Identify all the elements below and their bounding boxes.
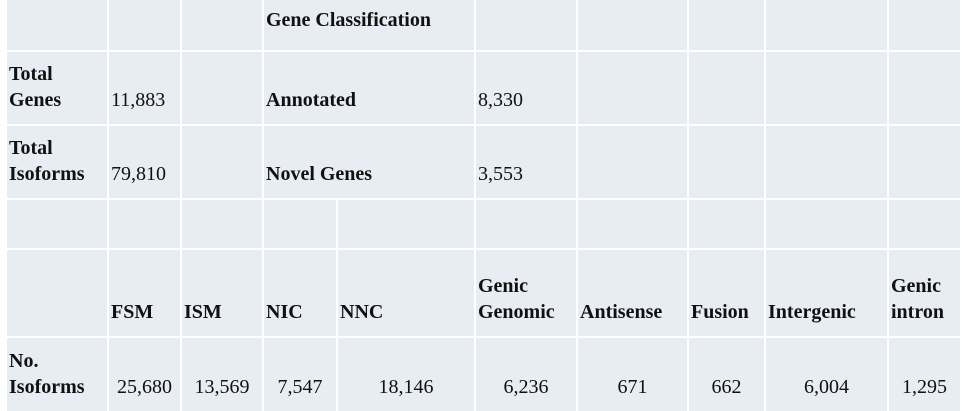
table-cell: [889, 126, 960, 198]
table-cell: [578, 126, 687, 198]
row-label: Total Isoforms: [7, 126, 107, 198]
column-header: Genic Genomic: [476, 250, 576, 336]
row-label: No. Isoforms: [7, 338, 107, 411]
isoform-count: 7,547: [264, 338, 336, 411]
cell-text: 3,553: [478, 163, 523, 185]
table-cell: [689, 0, 764, 50]
cell-text: 1,295: [902, 376, 947, 398]
cell-text: NIC: [266, 301, 303, 323]
table-cell: [7, 200, 107, 248]
table-cell: [109, 200, 180, 248]
table-cell: [689, 126, 764, 198]
cell-text: 79,810: [111, 163, 166, 185]
table-cell: [766, 52, 887, 124]
table-cell: [182, 52, 262, 124]
table-cell: [689, 200, 764, 248]
cell-text: 671: [617, 376, 648, 398]
table-cell: [338, 200, 474, 248]
cell-text: 6,004: [804, 376, 849, 398]
table-cell: [889, 0, 960, 50]
table-cell: [264, 200, 336, 248]
table-cell: [578, 0, 687, 50]
table-cell: [182, 0, 262, 50]
table-cell: [182, 126, 262, 198]
isoform-count: 662: [689, 338, 764, 411]
cell-text: Isoforms: [9, 163, 85, 185]
table-cell: [7, 0, 107, 50]
isoform-count: 13,569: [182, 338, 262, 411]
cell-text: 6,236: [503, 376, 549, 398]
table-cell: [7, 250, 107, 336]
table-cell: [766, 200, 887, 248]
cell-text: intron: [891, 301, 944, 323]
class-value: 8,330: [476, 52, 576, 124]
cell-text: 7,547: [277, 376, 323, 398]
cell-text: 662: [711, 376, 742, 398]
cell-text: No.: [9, 350, 39, 372]
cell-text: Total: [9, 63, 53, 85]
table-cell: [689, 52, 764, 124]
row-label: Total Genes: [7, 52, 107, 124]
column-header: NIC: [264, 250, 336, 336]
isoform-count: 6,004: [766, 338, 887, 411]
column-header: ISM: [182, 250, 262, 336]
table-cell: [578, 52, 687, 124]
column-header: Genic intron: [889, 250, 960, 336]
cell-text: 8,330: [478, 89, 523, 111]
cell-text: Genic: [478, 275, 528, 297]
row-value: 11,883: [109, 52, 180, 124]
cell-text: Genes: [9, 89, 62, 111]
table-cell: [109, 0, 180, 50]
table-cell: [182, 200, 262, 248]
table-cell: [476, 0, 576, 50]
cell-text: FSM: [111, 301, 154, 323]
cell-text: ISM: [184, 301, 222, 323]
table-cell: [766, 126, 887, 198]
cell-text: 11,883: [111, 89, 166, 111]
class-value: 3,553: [476, 126, 576, 198]
column-header: Fusion: [689, 250, 764, 336]
cell-text: NNC: [340, 301, 384, 323]
column-header: Antisense: [578, 250, 687, 336]
isoform-count: 6,236: [476, 338, 576, 411]
table-cell: [578, 200, 687, 248]
cell-text: Genomic: [478, 301, 555, 323]
cell-text: Total: [9, 137, 53, 159]
cell-text: Antisense: [580, 301, 663, 323]
table-cell: [889, 200, 960, 248]
cell-text: Novel Genes: [266, 163, 373, 185]
isoform-count: 18,146: [338, 338, 474, 411]
isoform-count: 25,680: [109, 338, 180, 411]
column-header: FSM: [109, 250, 180, 336]
cell-text: Isoforms: [9, 376, 85, 398]
row-value: 79,810: [109, 126, 180, 198]
isoform-count: 1,295: [889, 338, 960, 411]
column-header: Intergenic: [766, 250, 887, 336]
cell-text: Annotated: [266, 89, 357, 111]
table-cell: [476, 200, 576, 248]
table-cell: [766, 0, 887, 50]
isoform-count: 671: [578, 338, 687, 411]
cell-text: Intergenic: [768, 301, 856, 323]
table-cell: [889, 52, 960, 124]
cell-text: Genic: [891, 275, 941, 297]
class-label: Novel Genes: [264, 126, 474, 198]
column-header: NNC: [338, 250, 474, 336]
cell-text: 13,569: [194, 376, 250, 398]
cell-text: 18,146: [378, 376, 434, 398]
cell-text: Fusion: [691, 301, 749, 323]
class-label: Annotated: [264, 52, 474, 124]
gene-classification-header: Gene Classification: [264, 0, 474, 50]
cell-text: Gene Classification: [266, 9, 431, 31]
cell-text: 25,680: [117, 376, 172, 398]
